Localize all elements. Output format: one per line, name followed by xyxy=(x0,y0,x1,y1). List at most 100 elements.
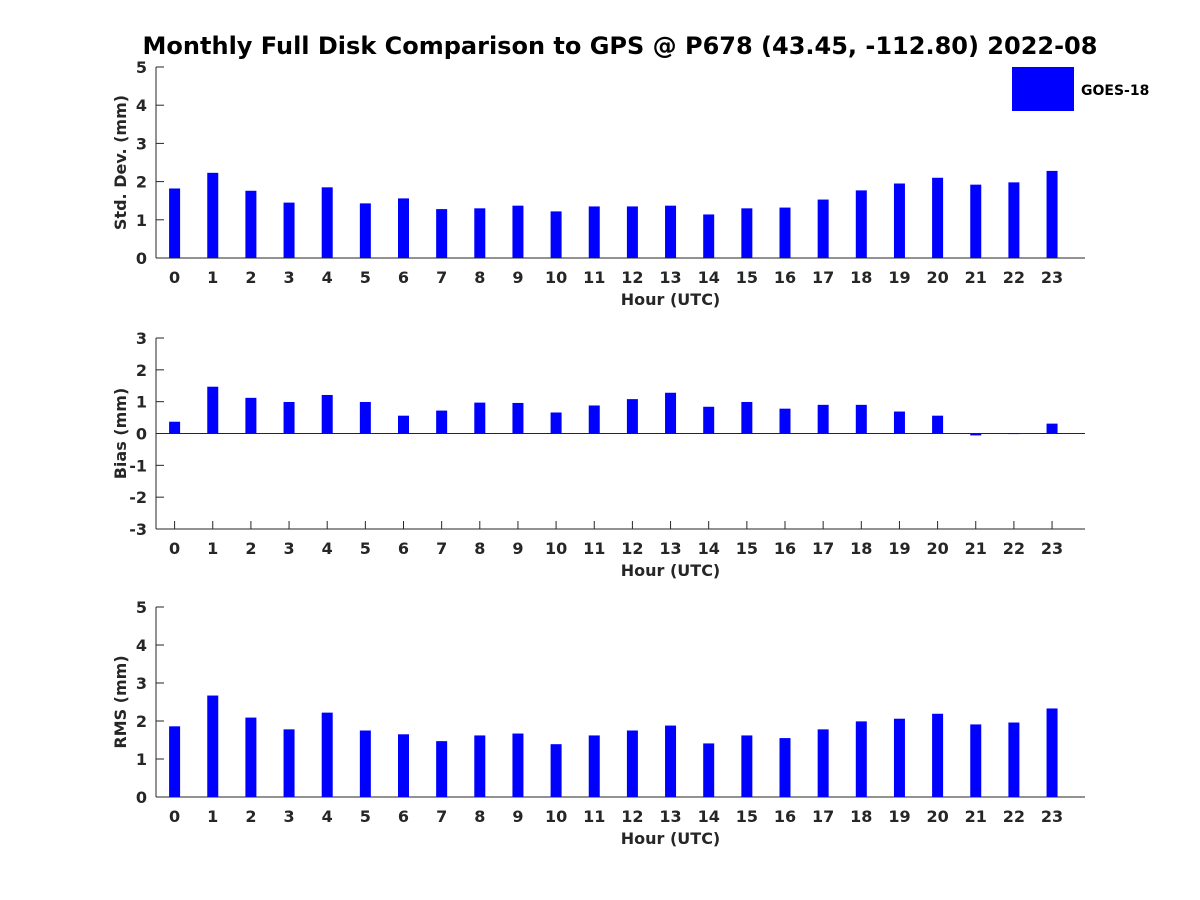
x-tick-label: 2 xyxy=(245,807,256,826)
bar xyxy=(321,394,333,434)
bar xyxy=(665,205,677,258)
x-tick-label: 18 xyxy=(850,807,872,826)
bar xyxy=(932,415,944,434)
bar xyxy=(817,404,829,434)
x-axis-label: Hour (UTC) xyxy=(621,829,721,848)
x-tick-label: 8 xyxy=(474,807,485,826)
bar xyxy=(893,411,905,434)
bar xyxy=(169,726,181,797)
y-tick-label: 0 xyxy=(136,788,147,807)
x-tick-label: 5 xyxy=(360,807,371,826)
bar xyxy=(207,172,219,258)
x-tick-label: 16 xyxy=(774,539,796,558)
x-tick-label: 20 xyxy=(926,539,948,558)
x-axis-label: Hour (UTC) xyxy=(621,561,721,580)
x-tick-label: 16 xyxy=(774,268,796,287)
x-tick-label: 13 xyxy=(659,539,681,558)
bar xyxy=(1008,722,1020,797)
bar xyxy=(283,401,295,434)
bar xyxy=(703,214,715,258)
x-tick-label: 4 xyxy=(322,268,333,287)
bar xyxy=(588,206,600,258)
x-tick-label: 15 xyxy=(736,807,758,826)
x-axis-label: Hour (UTC) xyxy=(621,290,721,309)
x-tick-label: 13 xyxy=(659,807,681,826)
x-tick-label: 2 xyxy=(245,539,256,558)
x-tick-label: 19 xyxy=(888,807,910,826)
bar xyxy=(665,392,677,434)
bar xyxy=(779,738,791,797)
y-tick-label: 3 xyxy=(136,674,147,693)
x-tick-label: 0 xyxy=(169,807,180,826)
bar xyxy=(398,198,409,258)
bar xyxy=(245,190,257,258)
bar xyxy=(893,183,905,258)
bar xyxy=(512,205,524,258)
x-tick-label: 19 xyxy=(888,539,910,558)
x-tick-label: 9 xyxy=(512,539,523,558)
x-tick-label: 6 xyxy=(398,807,409,826)
x-tick-label: 11 xyxy=(583,807,605,826)
bar xyxy=(512,402,524,434)
bar xyxy=(970,724,982,797)
y-tick-label: 1 xyxy=(136,211,147,230)
x-tick-label: 7 xyxy=(436,268,447,287)
x-tick-label: 3 xyxy=(283,268,294,287)
y-tick-label: 1 xyxy=(136,393,147,412)
bar xyxy=(1046,170,1058,258)
x-tick-label: 20 xyxy=(926,807,948,826)
x-tick-label: 1 xyxy=(207,268,218,287)
x-tick-label: 22 xyxy=(1003,539,1025,558)
x-tick-label: 6 xyxy=(398,539,409,558)
x-tick-label: 1 xyxy=(207,807,218,826)
bar xyxy=(626,399,638,434)
chart-title: Monthly Full Disk Comparison to GPS @ P6… xyxy=(143,32,1098,60)
x-tick-label: 0 xyxy=(169,539,180,558)
bar xyxy=(359,730,371,797)
x-tick-label: 9 xyxy=(512,268,523,287)
bar xyxy=(855,404,867,434)
bar xyxy=(932,713,944,797)
x-tick-label: 9 xyxy=(512,807,523,826)
bar xyxy=(474,208,486,258)
x-tick-label: 10 xyxy=(545,268,567,287)
bar xyxy=(436,410,448,434)
bar xyxy=(855,190,867,258)
bar xyxy=(741,401,753,434)
y-axis-label: Std. Dev. (mm) xyxy=(111,95,130,230)
bar xyxy=(245,397,257,434)
legend: GOES-18 xyxy=(1012,67,1149,111)
x-tick-label: 8 xyxy=(474,539,485,558)
y-tick-label: 5 xyxy=(136,58,147,77)
bar xyxy=(703,406,715,434)
bar xyxy=(550,211,562,258)
x-tick-label: 17 xyxy=(812,807,834,826)
y-tick-label: 2 xyxy=(136,712,147,731)
x-tick-label: 22 xyxy=(1003,807,1025,826)
bar xyxy=(779,408,791,434)
x-tick-label: 1 xyxy=(207,539,218,558)
bar xyxy=(398,415,409,434)
bar xyxy=(1046,708,1058,797)
bar xyxy=(321,712,333,797)
x-tick-label: 17 xyxy=(812,268,834,287)
x-tick-label: 10 xyxy=(545,539,567,558)
x-tick-label: 21 xyxy=(965,539,987,558)
bar xyxy=(626,206,638,258)
x-tick-label: 10 xyxy=(545,807,567,826)
bar xyxy=(779,207,791,258)
x-tick-label: 21 xyxy=(965,807,987,826)
bar xyxy=(855,721,867,797)
bar xyxy=(665,725,677,797)
bar xyxy=(169,188,181,258)
y-tick-label: 0 xyxy=(136,249,147,268)
x-tick-label: 4 xyxy=(322,539,333,558)
x-tick-label: 21 xyxy=(965,268,987,287)
x-tick-label: 20 xyxy=(926,268,948,287)
y-tick-label: -1 xyxy=(129,456,147,475)
bar xyxy=(588,405,600,434)
